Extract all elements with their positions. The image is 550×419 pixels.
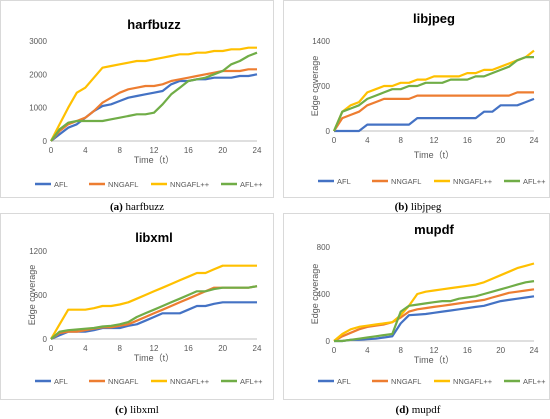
x-tick-label: 0	[49, 344, 54, 353]
x-tick-label: 24	[253, 344, 262, 353]
y-axis-label: Edge coverage	[310, 264, 320, 325]
legend-label-afl: AFL	[337, 377, 351, 386]
legend-label-nngafl-plus-plus: NNGAFL++	[453, 377, 493, 386]
legend-label-nngafl: NNGAFL	[391, 177, 421, 186]
caption-b: (b) libjpeg	[394, 201, 442, 213]
series-line-nngafl-plus-plus	[50, 264, 257, 340]
y-axis-label: Edge coverage	[310, 56, 320, 117]
chart-svg-libxml: libxml 0 600 1200 0 4 8 12 16 20 24 Time（t） Edge cov…	[27, 230, 263, 386]
legend-label-nngafl: NNGAFL	[108, 180, 138, 189]
series-line-afl-plus-plus	[50, 51, 258, 142]
series-line-nngafl-plus-plus	[332, 49, 535, 132]
x-tick-label: 20	[496, 346, 505, 355]
y-tick-label: 3000	[29, 37, 47, 46]
legend-label-nngafl: NNGAFL	[108, 377, 138, 386]
x-tick-label: 4	[83, 146, 88, 155]
series-line-nngafl-plus-plus	[333, 262, 535, 342]
chart-svg-libjpeg: libjpeg 0 700 1400 0 4 8 12 16 20 24 Time（t） Edge co…	[310, 11, 546, 186]
x-tick-label: 24	[530, 346, 539, 355]
x-tick-label: 12	[150, 146, 159, 155]
legend-label-afl-plus-plus: AFL++	[523, 177, 546, 186]
y-tick-label: 800	[317, 243, 331, 252]
x-axis-label: Time（t）	[134, 353, 174, 363]
x-axis-label: Time（t）	[414, 150, 454, 160]
x-axis-label: Time（t）	[414, 355, 454, 365]
series-line-afl-plus-plus	[332, 55, 534, 132]
y-tick-label: 1000	[29, 104, 47, 113]
x-tick-label: 4	[83, 344, 88, 353]
legend-label-nngafl: NNGAFL	[391, 377, 421, 386]
x-tick-label: 4	[365, 346, 370, 355]
x-tick-label: 20	[496, 136, 505, 145]
chart-panel-libxml: libxml 0 600 1200 0 4 8 12 16 20 24 Time（t） Edge cov…	[0, 213, 274, 400]
x-tick-label: 12	[150, 344, 159, 353]
x-tick-label: 20	[218, 146, 227, 155]
caption-c: (c) libxml	[115, 404, 159, 416]
x-tick-label: 20	[218, 344, 227, 353]
x-tick-label: 24	[530, 136, 539, 145]
x-tick-label: 8	[398, 136, 403, 145]
legend-label-afl-plus-plus: AFL++	[240, 377, 263, 386]
chart-title: libjpeg	[413, 11, 455, 26]
series-line-afl-plus-plus	[334, 280, 535, 343]
y-tick-label: 0	[326, 127, 331, 136]
x-axis-label: Time（t）	[134, 155, 174, 165]
legend-label-afl-plus-plus: AFL++	[523, 377, 546, 386]
series-line-afl	[334, 295, 535, 343]
x-tick-label: 16	[184, 344, 193, 353]
y-tick-label: 1200	[29, 247, 47, 256]
caption-d: (d) mupdf	[395, 404, 441, 416]
y-tick-label: 0	[43, 335, 48, 344]
series-line-nngafl	[50, 285, 258, 340]
series-line-afl-plus-plus	[50, 285, 258, 340]
legend-label-afl: AFL	[337, 177, 351, 186]
x-tick-label: 0	[49, 146, 54, 155]
chart-title: harfbuzz	[127, 17, 181, 32]
y-tick-label: 1400	[312, 37, 330, 46]
legend-label-nngafl-plus-plus: NNGAFL++	[453, 177, 493, 186]
series-line-nngafl-plus-plus	[50, 46, 257, 142]
x-tick-label: 0	[332, 346, 337, 355]
legend-label-afl-plus-plus: AFL++	[240, 180, 263, 189]
series-line-nngafl	[333, 288, 535, 342]
series-line-afl	[50, 73, 258, 142]
x-tick-label: 4	[365, 136, 370, 145]
y-tick-label: 0	[43, 137, 48, 146]
caption-a: (a) harfbuzz	[109, 201, 165, 213]
x-tick-label: 8	[117, 146, 122, 155]
legend-label-nngafl-plus-plus: NNGAFL++	[170, 180, 210, 189]
x-tick-label: 12	[430, 136, 439, 145]
chart-title: mupdf	[414, 222, 454, 237]
chart-panel-harfbuzz: harfbuzz 0 1000 2000 3000 0 4 8 12 16 20 24 Time（t） A…	[0, 0, 274, 198]
y-tick-label: 600	[34, 291, 48, 300]
series-line-nngafl	[50, 68, 257, 142]
legend-label-afl: AFL	[54, 377, 68, 386]
x-tick-label: 16	[463, 136, 472, 145]
series-line-afl	[50, 301, 257, 341]
y-tick-label: 2000	[29, 70, 47, 79]
y-tick-label: 700	[317, 82, 331, 91]
x-tick-label: 8	[398, 346, 403, 355]
x-tick-label: 8	[117, 344, 122, 353]
y-axis-label: Edge coverage	[27, 265, 37, 326]
x-tick-label: 16	[184, 146, 193, 155]
chart-svg-mupdf: mupdf 0 400 800 0 4 8 12 16 20 24 Time（t） Edge cover…	[310, 222, 546, 386]
chart-title: libxml	[135, 230, 173, 245]
legend-label-afl: AFL	[54, 180, 68, 189]
y-tick-label: 400	[317, 290, 331, 299]
chart-panel-mupdf: mupdf 0 400 800 0 4 8 12 16 20 24 Time（t） Edge cover…	[283, 213, 550, 400]
x-tick-label: 24	[253, 146, 262, 155]
chart-svg-harfbuzz: harfbuzz 0 1000 2000 3000 0 4 8 12 16 20 24 Time（t） A…	[29, 17, 263, 189]
y-tick-label: 0	[326, 337, 331, 346]
x-tick-label: 16	[463, 346, 472, 355]
legend-label-nngafl-plus-plus: NNGAFL++	[170, 377, 210, 386]
series-line-afl	[334, 97, 535, 133]
series-line-nngafl	[333, 91, 534, 132]
x-tick-label: 12	[430, 346, 439, 355]
x-tick-label: 0	[332, 136, 337, 145]
chart-panel-libjpeg: libjpeg 0 700 1400 0 4 8 12 16 20 24 Time（t） Edge co…	[283, 0, 550, 198]
